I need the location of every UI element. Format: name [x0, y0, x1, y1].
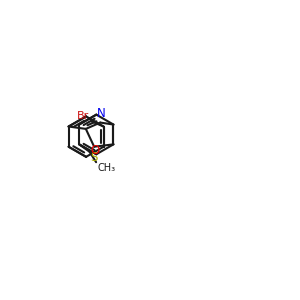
Text: CH₃: CH₃ [97, 164, 116, 173]
Text: O: O [91, 144, 100, 158]
Text: Br: Br [77, 111, 89, 121]
Text: N: N [98, 106, 106, 120]
Text: S: S [90, 151, 97, 164]
